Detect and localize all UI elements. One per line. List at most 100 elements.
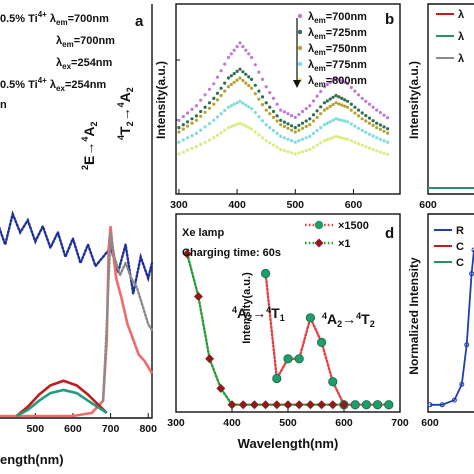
- panel-b-point-s1: [308, 117, 312, 121]
- panel-b-point-s3: [181, 138, 185, 142]
- panel-d-point-x1: [294, 400, 304, 410]
- panel-b-point-s3: [356, 126, 361, 130]
- panel-b-point-s3: [293, 140, 297, 144]
- panel-b-point-s2: [250, 86, 254, 90]
- panel-b-point-s3: [375, 136, 379, 140]
- panel-d-point-x1500: [294, 354, 304, 364]
- panel-b-point-s2: [334, 101, 338, 105]
- panel-b-point-s1: [315, 109, 319, 113]
- panel-a-legend-entry: 0.5% Ti4+ λex=254nm: [0, 76, 106, 93]
- panel-b-point-s3: [282, 136, 286, 140]
- panel-e-point: [464, 342, 470, 348]
- panel-b-point-s3: [300, 137, 305, 141]
- panel-b-point-s2: [337, 102, 341, 106]
- panel-b-point-s4: [382, 151, 386, 155]
- panel-b-point-s4: [371, 147, 375, 152]
- panel-b-point-s0: [194, 104, 198, 108]
- panel-b-point-s2: [279, 123, 283, 127]
- panel-b-point-s4: [315, 143, 319, 147]
- panel-b-point-s4: [247, 126, 251, 130]
- panel-b-point-s1: [199, 109, 203, 114]
- panel-b-point-s1: [382, 125, 386, 129]
- panel-b-point-s2: [238, 76, 242, 80]
- panel-b-point-s4: [226, 126, 230, 130]
- panel-b-point-s4: [346, 137, 350, 141]
- panel-b-point-s4: [378, 150, 382, 154]
- panel-b-point-s1: [328, 97, 332, 101]
- panel-b-point-s4: [360, 143, 364, 147]
- panel-b-point-s0: [190, 107, 194, 111]
- panel-b-point-s2: [212, 102, 216, 106]
- panel-b-point-s2: [264, 108, 268, 112]
- panel-b-point-s2: [247, 84, 251, 88]
- panel-b-point-s0: [349, 85, 353, 90]
- panel-b-point-s4: [190, 146, 194, 150]
- panel-b-point-s0: [181, 115, 185, 119]
- panel-b-point-s3: [260, 119, 265, 123]
- panel-b-point-s1: [257, 89, 261, 93]
- panel-b-point-s1: [378, 123, 382, 127]
- panel-b-point-s4: [268, 141, 272, 145]
- panel-b-point-s1: [340, 96, 344, 100]
- panel-b-point-s0: [241, 45, 245, 49]
- panel-b-point-s1: [364, 114, 368, 118]
- panel-b-point-s2: [215, 98, 220, 102]
- panel-b-point-s3: [257, 115, 261, 119]
- panel-b-point-s3: [186, 136, 190, 140]
- panel-b-point-s3: [235, 101, 239, 105]
- panel-b-point-s4: [293, 152, 297, 156]
- panel-b-point-s0: [337, 77, 341, 81]
- panel-b-point-s3: [382, 139, 386, 143]
- panel-b-point-s0: [238, 41, 242, 45]
- panel-b-point-s3: [238, 99, 242, 103]
- panel-a-annotation-4T2: 4T2→4A2: [116, 87, 135, 140]
- panel-d-point-x1: [227, 400, 237, 410]
- panel-b-point-s3: [219, 112, 223, 116]
- panel-b-legend-entry: λem=750nm: [308, 43, 367, 57]
- panel-b-point-s4: [375, 149, 379, 153]
- panel-b-point-s0: [297, 112, 301, 117]
- panel-b-point-s4: [279, 147, 283, 152]
- panel-e-frame: [427, 213, 474, 413]
- panel-b-point-s3: [271, 128, 276, 133]
- panel-b-point-s1: [181, 123, 185, 127]
- panel-b-point-s2: [207, 106, 212, 110]
- panel-b-point-s0: [247, 52, 251, 56]
- panel-b-point-s0: [268, 91, 272, 95]
- panel-b-point-s2: [349, 108, 353, 112]
- panel-b-point-s0: [364, 99, 368, 103]
- panel-b-point-s4: [325, 138, 329, 142]
- panel-b-point-s4: [199, 142, 203, 146]
- panel-b-point-s0: [300, 109, 305, 114]
- panel-b-point-s4: [241, 123, 245, 127]
- panel-b-point-s1: [215, 91, 220, 95]
- panel-b-point-s2: [375, 126, 379, 130]
- panel-b-point-s4: [337, 135, 341, 139]
- panel-a: 500 600 700 800 ength(nm) a 0.5% Ti4+ λem=700n…: [0, 4, 157, 467]
- panel-b-point-s2: [343, 104, 347, 108]
- panel-b-point-s1: [241, 70, 245, 74]
- panel-b-point-s1: [177, 126, 181, 130]
- panel-b-point-s0: [199, 98, 203, 102]
- panel-b-point-s1: [349, 102, 353, 106]
- panel-b-point-s2: [226, 85, 230, 89]
- panel-b-point-s1: [300, 121, 305, 125]
- panel-b-point-s0: [353, 89, 357, 93]
- panel-b-point-s0: [253, 63, 257, 67]
- panel-b-point-s0: [282, 110, 286, 114]
- panel-e-series-line: [430, 249, 474, 406]
- panel-b-point-s2: [190, 121, 194, 125]
- panel-b-point-s2: [244, 81, 248, 85]
- panel-d-point-x1: [249, 400, 259, 410]
- panel-b-point-s1: [282, 120, 286, 124]
- panel-b-point-s3: [241, 101, 245, 105]
- panel-a-frame: [0, 4, 153, 419]
- panel-d-point-x1500: [328, 377, 338, 387]
- panel-b-point-s2: [364, 119, 368, 123]
- panel-b-point-s0: [290, 114, 294, 118]
- panel-d-point-x1: [205, 354, 215, 364]
- panel-a-xlabel: ength(nm): [0, 452, 64, 467]
- panel-b-legend-marker: [297, 45, 303, 51]
